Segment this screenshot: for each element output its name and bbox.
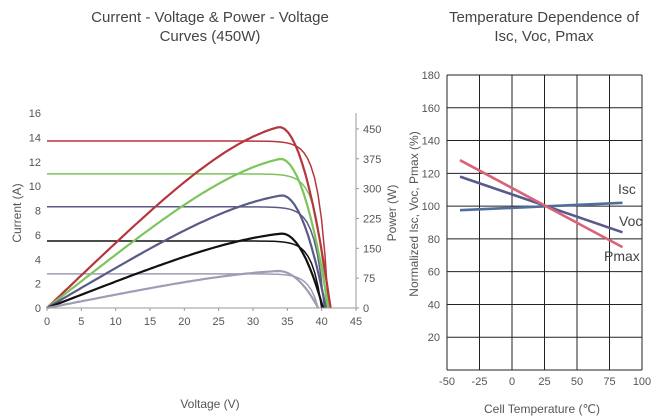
- iv-x-tick-label: 25: [213, 316, 225, 328]
- pv-curve-2: [46, 157, 330, 309]
- temp-y-tick-label: 80: [428, 234, 440, 246]
- iv-y2-tick-label: 0: [363, 303, 369, 315]
- iv-curve-5: [47, 273, 319, 309]
- pv-curve-5: [46, 269, 320, 310]
- iv-y2-tick-label: 450: [363, 124, 381, 136]
- iv-y-tick-label: 16: [29, 108, 41, 120]
- temp-y-tick-label: 60: [428, 267, 440, 279]
- temp-x-tick-label: -25: [472, 376, 488, 388]
- temp-chart-title-line-2: Isc, Voc, Pmax: [494, 28, 594, 45]
- iv-y2-tick-label: 225: [363, 213, 381, 225]
- iv-curve-1: [47, 140, 330, 309]
- temp-y-tick-label: 20: [428, 332, 440, 344]
- temp-series-label-isc: Isc: [618, 181, 636, 197]
- iv-chart-title-line-1: Current - Voltage & Power - Voltage: [91, 9, 329, 26]
- temp-chart-x-axis-label: Cell Temperature (℃): [484, 402, 600, 416]
- iv-x-tick-label: 30: [247, 316, 259, 328]
- iv-y-tick-label: 0: [35, 303, 41, 315]
- iv-chart-y-axis-label: Current (A): [10, 183, 24, 242]
- iv-x-tick-label: 45: [350, 316, 362, 328]
- iv-y2-tick-label: 300: [363, 184, 381, 196]
- temp-y-tick-label: 180: [422, 70, 440, 82]
- iv-x-tick-label: 5: [78, 316, 84, 328]
- pv-curve-3: [46, 194, 327, 309]
- iv-y-tick-label: 2: [35, 279, 41, 291]
- iv-x-tick-label: 10: [110, 316, 122, 328]
- temp-y-tick-label: 40: [428, 299, 440, 311]
- iv-y-tick-label: 14: [29, 132, 41, 144]
- iv-x-tick-label: 40: [316, 316, 328, 328]
- iv-y-tick-label: 8: [35, 206, 41, 218]
- temp-y-tick-label: 120: [422, 168, 440, 180]
- iv-chart-x-axis-label: Voltage (V): [180, 397, 239, 411]
- temp-y-tick-label: 140: [422, 136, 440, 148]
- temp-chart-y-axis-label: Normalized Isc, Voc, Pmax (%): [407, 131, 421, 296]
- temp-x-tick-label: 25: [538, 376, 550, 388]
- temp-series-label-pmax: Pmax: [604, 248, 640, 264]
- iv-curve-4: [47, 240, 323, 309]
- iv-chart-y2-axis-label: Power (W): [385, 185, 399, 242]
- temp-y-tick-label: 100: [422, 201, 440, 213]
- iv-y-tick-label: 12: [29, 157, 41, 169]
- iv-x-tick-label: 15: [144, 316, 156, 328]
- pv-curve-4: [46, 232, 325, 310]
- iv-y-tick-label: 10: [29, 181, 41, 193]
- iv-y2-tick-label: 150: [363, 243, 381, 255]
- temp-y-tick-label: 160: [422, 103, 440, 115]
- temp-series-isc: [459, 201, 623, 212]
- temp-series-pmax: [459, 159, 624, 249]
- temp-x-tick-label: -50: [439, 376, 455, 388]
- pv-curve-1: [46, 126, 332, 309]
- iv-chart: Current - Voltage & Power - Voltage Curv…: [10, 9, 399, 411]
- iv-y2-tick-label: 375: [363, 154, 381, 166]
- temp-x-tick-label: 50: [571, 376, 583, 388]
- temp-chart-title-line-1: Temperature Dependence of: [449, 9, 640, 26]
- iv-y-tick-label: 4: [35, 254, 41, 266]
- temp-series-label-voc: Voc: [619, 213, 642, 229]
- iv-x-tick-label: 20: [178, 316, 190, 328]
- temp-chart: Temperature Dependence of Isc, Voc, Pmax…: [407, 9, 651, 416]
- iv-curve-3: [47, 206, 326, 309]
- temp-x-tick-label: 0: [509, 376, 515, 388]
- temp-x-tick-label: 100: [633, 376, 651, 388]
- iv-y2-tick-label: 75: [363, 273, 375, 285]
- iv-y-tick-label: 6: [35, 230, 41, 242]
- iv-x-tick-label: 35: [281, 316, 293, 328]
- iv-chart-title-line-2: Curves (450W): [160, 28, 261, 45]
- iv-x-tick-label: 0: [44, 316, 50, 328]
- temp-x-tick-label: 75: [603, 376, 615, 388]
- iv-curve-2: [47, 173, 328, 309]
